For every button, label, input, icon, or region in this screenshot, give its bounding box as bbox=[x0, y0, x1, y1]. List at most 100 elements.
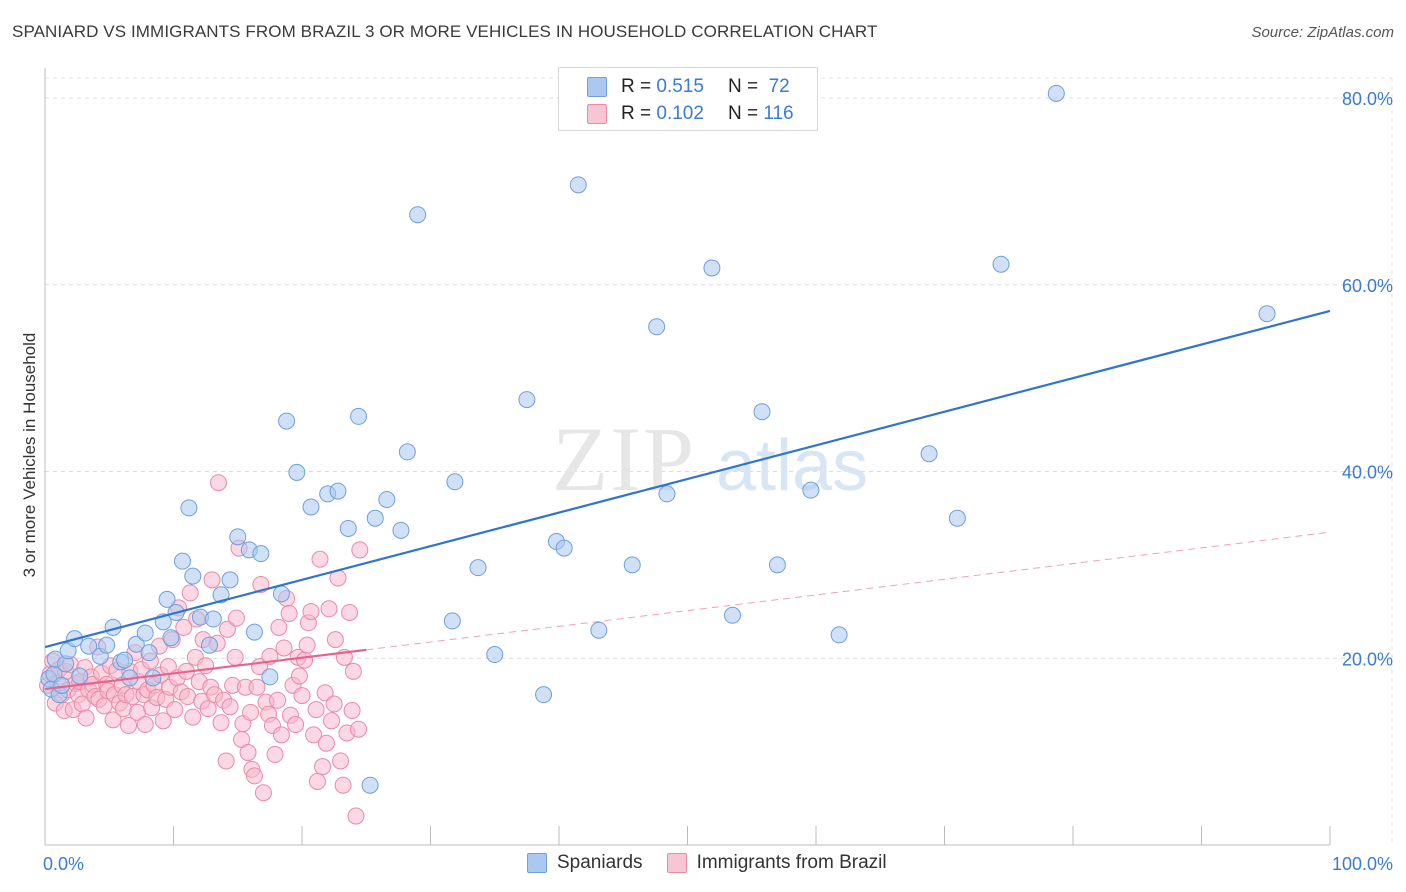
y-tick-label: 20.0% bbox=[1342, 649, 1393, 669]
point-brazil bbox=[311, 550, 329, 568]
source-label: Source: ZipAtlas.com bbox=[1251, 24, 1394, 41]
point-brazil bbox=[175, 618, 193, 636]
point-brazil bbox=[245, 767, 263, 785]
point-spaniards bbox=[302, 498, 320, 516]
tick-labels: 20.0% 40.0% 60.0% 80.0% 0.0% 100.0% bbox=[43, 89, 1393, 874]
point-spaniards bbox=[162, 629, 180, 647]
point-brazil bbox=[248, 678, 266, 696]
x-tick-label-min: 0.0% bbox=[43, 854, 84, 874]
point-brazil bbox=[307, 701, 325, 719]
point-brazil bbox=[77, 709, 95, 727]
point-spaniards bbox=[658, 485, 676, 503]
point-spaniards bbox=[469, 559, 487, 577]
point-brazil bbox=[341, 603, 359, 621]
point-brazil bbox=[296, 651, 314, 669]
legend-row-brazil: R = 0.102 N = 116 bbox=[587, 102, 794, 126]
series-legend: Spaniards Immigrants from Brazil bbox=[527, 852, 911, 874]
stats-legend: R = 0.515 N = 72 R = 0.102 N = 116 bbox=[558, 67, 818, 131]
point-brazil bbox=[242, 703, 260, 721]
point-brazil bbox=[305, 726, 323, 744]
trend-line-spaniards bbox=[44, 309, 1331, 649]
point-spaniards bbox=[446, 473, 464, 491]
point-spaniards bbox=[392, 521, 410, 539]
point-brazil bbox=[316, 684, 334, 702]
point-spaniards bbox=[569, 176, 587, 194]
point-brazil bbox=[344, 662, 362, 680]
point-spaniards bbox=[350, 407, 368, 425]
point-spaniards bbox=[555, 539, 573, 557]
point-brazil bbox=[351, 541, 369, 559]
point-brazil bbox=[308, 773, 326, 791]
point-spaniards bbox=[80, 637, 98, 655]
point-spaniards bbox=[272, 585, 290, 603]
legend-item-spaniards[interactable]: Spaniards bbox=[527, 852, 643, 874]
point-spaniards bbox=[992, 255, 1010, 273]
point-spaniards bbox=[339, 519, 357, 537]
axes bbox=[44, 68, 1331, 846]
point-spaniards bbox=[920, 445, 938, 463]
point-brazil bbox=[120, 716, 138, 734]
point-brazil bbox=[212, 714, 230, 732]
series-spaniards-points bbox=[40, 84, 1276, 794]
point-brazil bbox=[266, 745, 284, 763]
point-spaniards bbox=[184, 567, 202, 585]
point-spaniards bbox=[245, 623, 263, 641]
point-brazil bbox=[269, 691, 287, 709]
point-spaniards bbox=[136, 624, 154, 642]
legend-label-brazil: Immigrants from Brazil bbox=[696, 852, 887, 873]
point-spaniards bbox=[158, 590, 176, 608]
point-spaniards bbox=[329, 482, 347, 500]
point-spaniards bbox=[443, 612, 461, 630]
legend-swatch-pink bbox=[666, 853, 687, 873]
point-brazil bbox=[323, 712, 341, 730]
point-brazil bbox=[218, 620, 236, 638]
point-brazil bbox=[320, 600, 338, 618]
point-brazil bbox=[326, 631, 344, 649]
point-brazil bbox=[184, 708, 202, 726]
point-spaniards bbox=[204, 610, 222, 628]
trend-line-brazil bbox=[44, 648, 367, 691]
legend-n-label: N = bbox=[727, 103, 759, 124]
trend-line-brazil-extrapolated bbox=[366, 531, 1331, 651]
point-brazil bbox=[314, 758, 332, 776]
point-brazil bbox=[347, 807, 365, 825]
legend-swatch-blue bbox=[587, 77, 607, 97]
legend-r-value: 0.102 bbox=[656, 103, 704, 124]
point-brazil bbox=[334, 776, 352, 794]
legend-swatch-blue bbox=[527, 853, 547, 873]
point-spaniards bbox=[802, 481, 820, 499]
point-spaniards bbox=[229, 528, 247, 546]
point-spaniards bbox=[535, 686, 553, 704]
point-spaniards bbox=[623, 556, 641, 574]
point-brazil bbox=[254, 784, 272, 802]
legend-item-brazil[interactable]: Immigrants from Brazil bbox=[666, 852, 887, 874]
point-brazil bbox=[217, 752, 235, 770]
point-spaniards bbox=[200, 636, 218, 654]
point-spaniards bbox=[221, 571, 239, 589]
point-brazil bbox=[317, 734, 335, 752]
point-spaniards bbox=[753, 403, 771, 421]
point-spaniards bbox=[518, 391, 536, 409]
point-brazil bbox=[325, 695, 343, 713]
point-brazil bbox=[221, 698, 239, 716]
point-brazil bbox=[209, 474, 227, 492]
point-spaniards bbox=[98, 636, 116, 654]
point-brazil bbox=[226, 648, 244, 666]
point-brazil bbox=[270, 618, 288, 636]
point-spaniards bbox=[398, 443, 416, 461]
point-spaniards bbox=[723, 606, 741, 624]
point-brazil bbox=[239, 744, 257, 762]
point-spaniards bbox=[486, 646, 504, 664]
y-tick-label: 40.0% bbox=[1342, 463, 1393, 483]
point-brazil bbox=[287, 716, 305, 734]
legend-n-value: 72 bbox=[768, 76, 790, 97]
point-spaniards bbox=[252, 545, 270, 563]
point-spaniards bbox=[261, 668, 279, 686]
point-brazil bbox=[275, 639, 293, 657]
legend-row-spaniards: R = 0.515 N = 72 bbox=[587, 75, 790, 99]
point-brazil bbox=[290, 667, 308, 685]
legend-r-label: R = bbox=[621, 76, 652, 97]
point-spaniards bbox=[127, 635, 145, 653]
point-spaniards bbox=[278, 412, 296, 430]
y-axis-label: 3 or more Vehicles in Household bbox=[20, 332, 39, 578]
